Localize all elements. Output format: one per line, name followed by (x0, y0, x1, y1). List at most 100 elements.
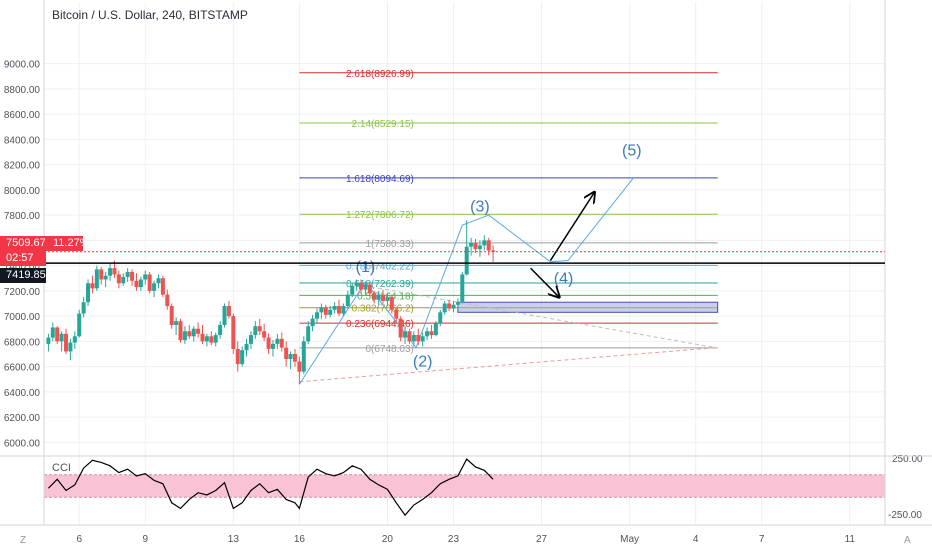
candle-body (337, 306, 342, 314)
candle-body (213, 335, 218, 343)
candle-body (460, 274, 465, 303)
cci-band (44, 474, 885, 498)
candle-body (235, 348, 240, 365)
candle-body (288, 353, 293, 360)
x-tick-label: 11 (845, 534, 856, 545)
fib-level-label: 1(7580.33) (365, 239, 413, 250)
candle-body (284, 347, 289, 360)
candle-body (354, 283, 359, 286)
candle-body (425, 331, 430, 337)
candle-body (174, 321, 179, 325)
x-tick-label: 4 (693, 534, 699, 545)
candle-body (77, 313, 82, 337)
candle-body (328, 309, 333, 315)
candle-body (72, 336, 77, 343)
candle-body (411, 335, 416, 342)
x-tick-label: 16 (294, 534, 306, 545)
x-tick-label: 6 (76, 534, 82, 545)
candle-body (46, 337, 51, 344)
candle-body (350, 285, 355, 295)
fib-level-label: 1.618(8094.69) (346, 174, 414, 185)
candle-body (394, 309, 399, 319)
candle-body (464, 246, 469, 275)
candle-body (94, 269, 99, 289)
candle-body (134, 280, 139, 288)
fib-extension[interactable]: 2.618(8926.99) 2.14(8529.15) 1.618(8094.69… (299, 69, 718, 355)
x-tick-label: May (620, 534, 639, 545)
candle-body (429, 331, 434, 336)
y-tick-label: 8400.00 (4, 135, 41, 146)
fib-level-label: 0.786(7402.22) (346, 261, 414, 272)
candle-body (455, 302, 460, 305)
candle-body (68, 342, 73, 352)
candle-body (187, 331, 192, 337)
candle-body (191, 328, 196, 337)
y-tick-label: 7800.00 (4, 211, 41, 222)
candle-body (112, 268, 117, 275)
candle-body (376, 294, 381, 300)
y-tick-label: 6000.00 (4, 438, 41, 449)
candle-body (306, 326, 311, 342)
candle-body (253, 326, 258, 336)
candle-body (86, 283, 91, 303)
timezone-z-button[interactable]: Z (20, 535, 27, 546)
y-tick-label: 6600.00 (4, 363, 41, 374)
candle-body (275, 338, 280, 344)
candle-body (152, 283, 157, 291)
candle-body (314, 312, 319, 319)
x-tick-label: 13 (228, 534, 240, 545)
candle-body (231, 316, 236, 349)
candle-body (103, 275, 108, 280)
candle-body (451, 304, 456, 309)
crosshair-price-value: 7419.85 (6, 269, 46, 281)
candle-body (59, 333, 64, 342)
candle-body (416, 335, 421, 342)
candle-body (165, 294, 170, 307)
candle-body (332, 306, 337, 310)
candle-body (99, 269, 104, 280)
candle-body (345, 294, 350, 307)
y-tick-label: 8000.00 (4, 186, 41, 197)
x-tick-label: 23 (448, 534, 460, 545)
candle-body (438, 312, 443, 324)
candle-body (222, 306, 227, 325)
candle-body (310, 318, 315, 327)
candle-body (169, 306, 174, 325)
last-price-value: 7509.67 (6, 237, 46, 249)
candle-body (116, 274, 121, 284)
auto-scale-button[interactable]: A (904, 535, 911, 546)
candle-body (469, 242, 474, 247)
candle-body (403, 331, 408, 338)
candle-body (121, 276, 126, 284)
projection-arrow (549, 192, 594, 261)
candle-body (319, 307, 324, 313)
candle-body (55, 327, 60, 342)
fib-level-label: 2.618(8926.99) (346, 69, 414, 80)
fib-level-label: 0.618(7262.39) (346, 279, 414, 290)
x-tick-label: 9 (142, 534, 148, 545)
candle-body (266, 337, 271, 349)
wave-label: (3) (470, 198, 490, 215)
projection-arrow (530, 267, 560, 297)
candle-body (262, 331, 267, 338)
candle-body (381, 294, 386, 301)
fib-level-label: 0(6748.03) (365, 344, 413, 355)
fib-level-label: 2.14(8529.15) (352, 119, 414, 130)
candle-body (182, 331, 187, 341)
candle-body (359, 283, 364, 290)
countdown-tag: 02:57 (0, 251, 46, 266)
candle-body (447, 303, 452, 309)
chart-title: Bitcoin / U.S. Dollar, 240, BITSTAMP (52, 8, 248, 22)
candle-body (240, 350, 245, 365)
candle-body (204, 336, 209, 342)
candle-body (143, 274, 148, 280)
candle-body (81, 302, 86, 314)
candle-body (248, 335, 253, 344)
candle-body (196, 328, 201, 334)
y-tick-label: 7200.00 (4, 287, 41, 298)
y-tick-label: 7400.00 (4, 262, 41, 273)
fib-level-label: 1.272(7806.72) (346, 210, 414, 221)
candle-body (125, 271, 130, 277)
